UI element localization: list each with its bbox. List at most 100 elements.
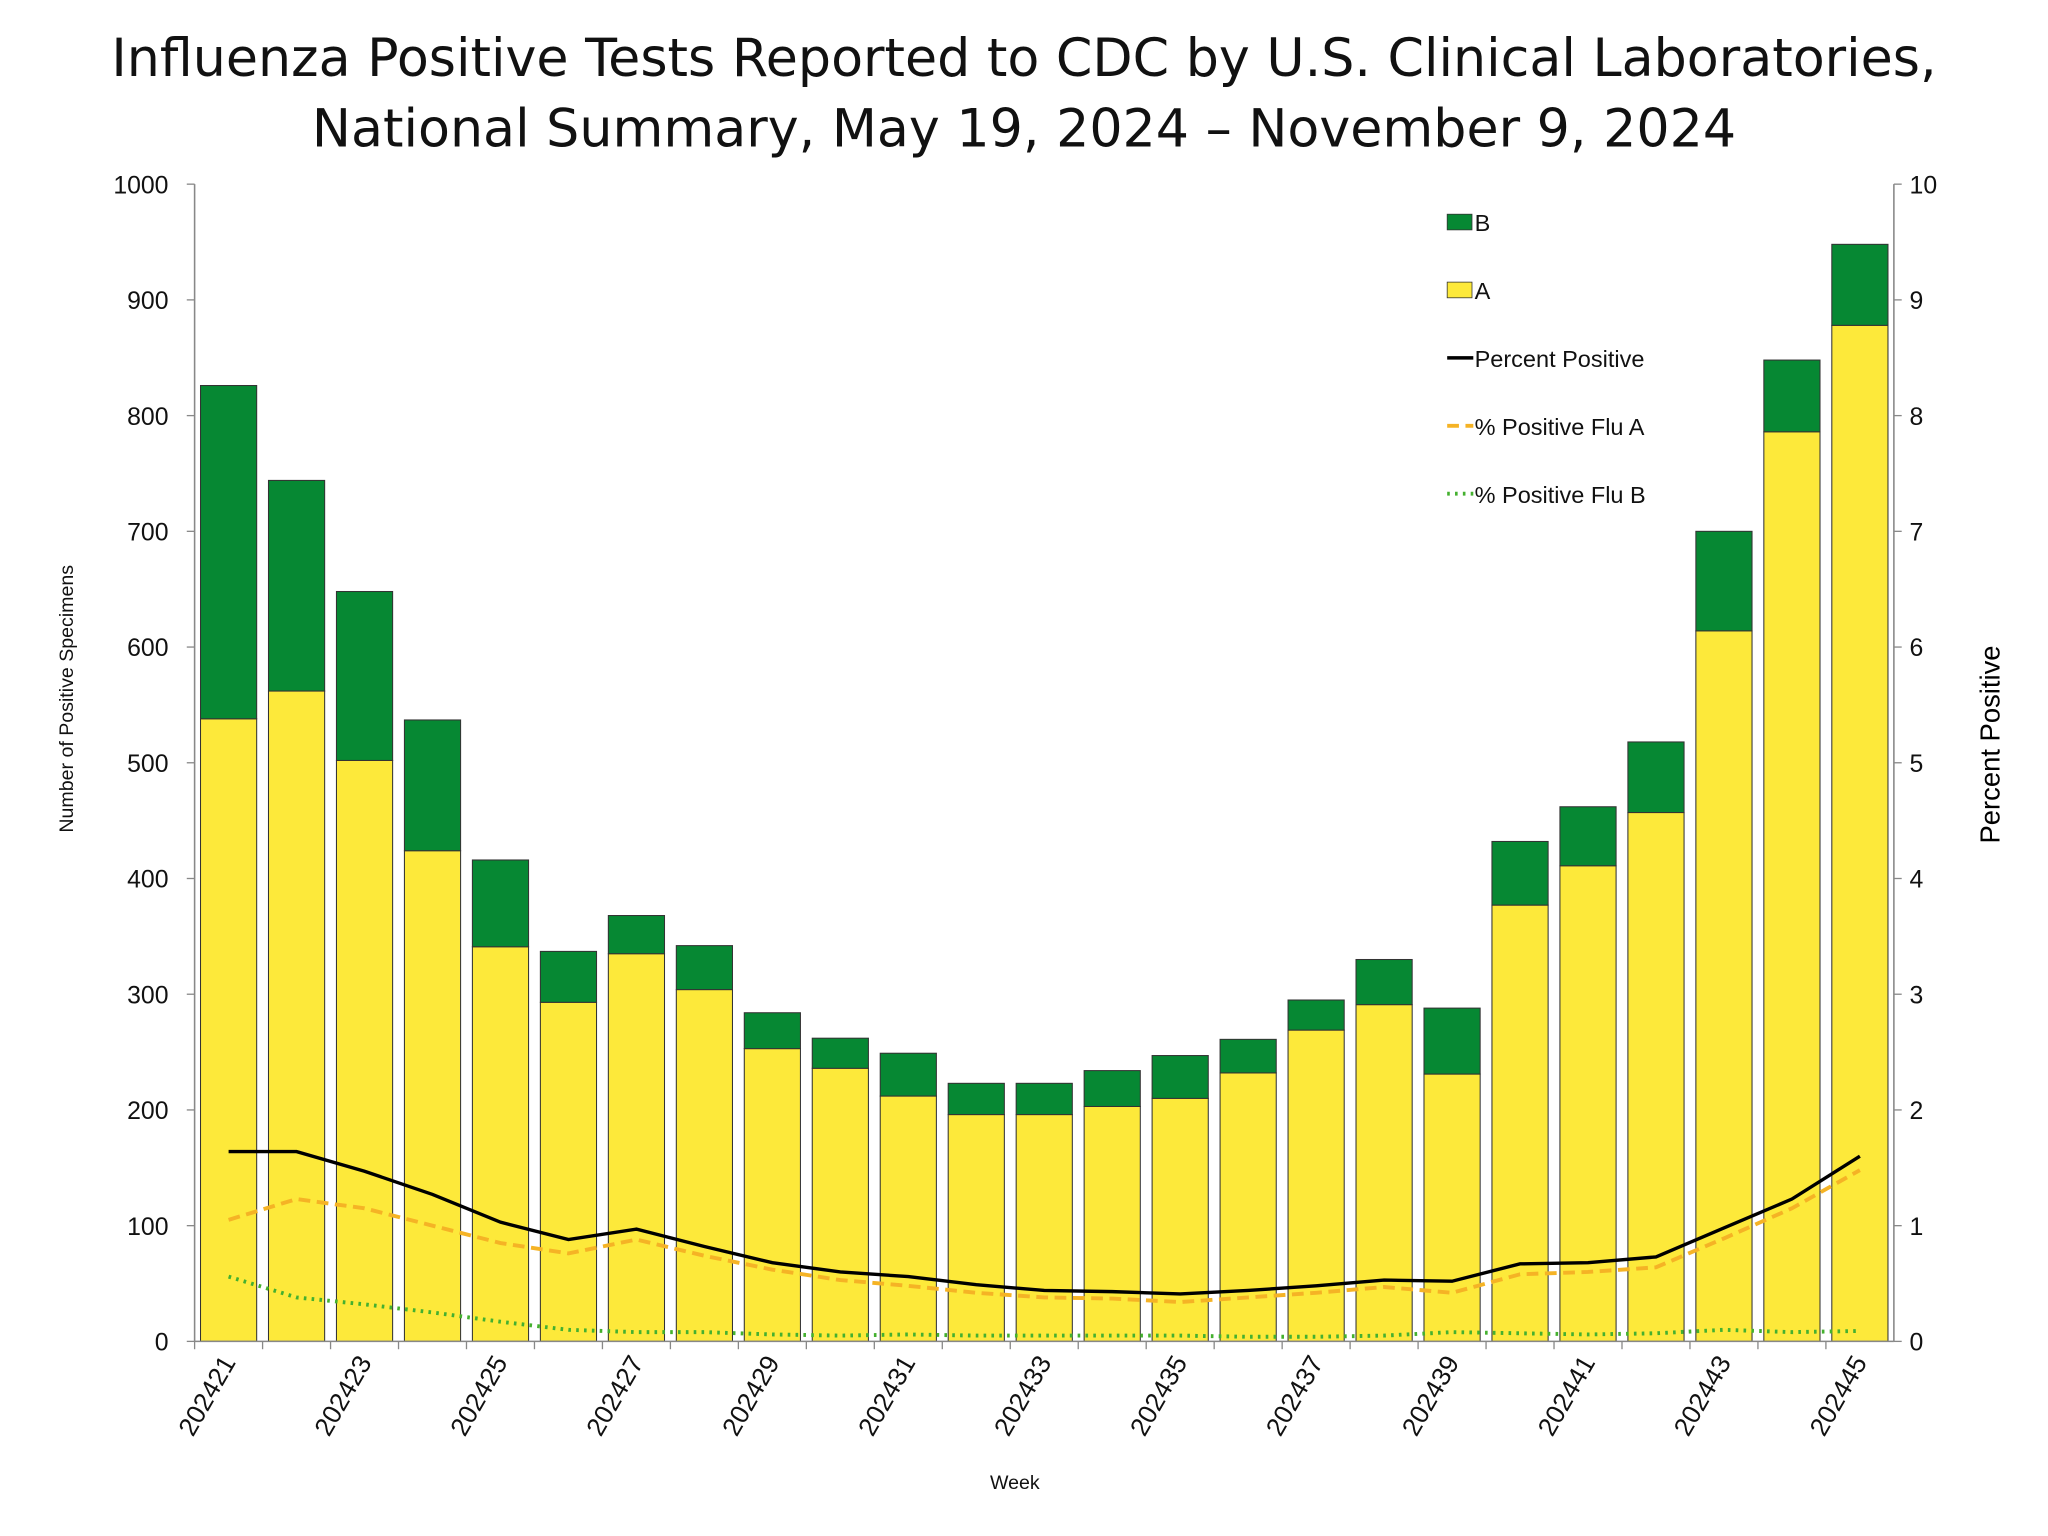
bar-b-202436 xyxy=(1219,1038,1277,1074)
x-axis-label: Week xyxy=(990,1472,1040,1494)
bar-a-202422 xyxy=(267,690,326,1342)
lines-layer xyxy=(228,1149,1861,1339)
bar-a-202435 xyxy=(1151,1097,1209,1342)
y2-axis-label: Percent Positive xyxy=(1975,645,2006,843)
bar-a-202424 xyxy=(403,850,462,1342)
bar-b-202438 xyxy=(1355,958,1413,1006)
y-tick-label: 100 xyxy=(127,1214,168,1241)
bar-b-202443 xyxy=(1695,530,1753,632)
bar-b-202424 xyxy=(403,719,462,852)
bar-a-202439 xyxy=(1423,1073,1481,1342)
y2-tick-label: 7 xyxy=(1910,519,1924,546)
legend: B A Percent Positive % Positive Flu A % Posi… xyxy=(1446,210,1646,508)
bar-a-202434 xyxy=(1083,1105,1141,1342)
y-axis-label: Number of Positive Specimens xyxy=(56,565,78,833)
chart-title: Influenza Positive Tests Reported to CDC… xyxy=(111,29,1936,89)
bar-b-202433 xyxy=(1015,1082,1073,1116)
x-tick-label: 202441 xyxy=(1531,1350,1601,1440)
y-tick-label: 700 xyxy=(127,519,168,546)
y2-tick-label: 10 xyxy=(1910,172,1938,199)
bar-b-202444 xyxy=(1763,359,1821,433)
bar-a-202436 xyxy=(1219,1072,1277,1342)
legend-swatch-a xyxy=(1446,281,1473,299)
bar-a-202427 xyxy=(607,953,666,1342)
bars-layer xyxy=(199,243,1889,1342)
bar-b-202421 xyxy=(199,384,258,720)
x-tick-label: 202427 xyxy=(580,1350,650,1440)
x-tick-label: 202429 xyxy=(716,1350,786,1440)
bar-a-202438 xyxy=(1355,1004,1413,1342)
x-tick-label: 202445 xyxy=(1803,1350,1873,1440)
x-tick-label: 202423 xyxy=(308,1350,378,1440)
bar-a-202421 xyxy=(199,718,258,1342)
bar-a-202430 xyxy=(811,1067,869,1342)
line--positive-flu-a xyxy=(228,1168,1861,1305)
y-tick-label: 600 xyxy=(127,635,168,662)
bar-b-202427 xyxy=(607,915,666,955)
bar-b-202423 xyxy=(335,590,394,761)
bar-a-202429 xyxy=(743,1048,801,1342)
x-tick-label: 202431 xyxy=(852,1350,922,1440)
y2-tick-label: 2 xyxy=(1910,1098,1924,1125)
legend-label: Percent Positive xyxy=(1475,346,1645,372)
y2-tick-label: 4 xyxy=(1910,867,1924,894)
legend-label: % Positive Flu B xyxy=(1475,482,1646,508)
x-tick-label: 202443 xyxy=(1667,1350,1737,1440)
y-tick-label: 1000 xyxy=(113,172,168,199)
x-tick-label: 202425 xyxy=(444,1350,514,1440)
bar-b-202428 xyxy=(675,945,733,991)
bar-b-202432 xyxy=(947,1082,1005,1116)
bar-a-202433 xyxy=(1015,1114,1073,1342)
y2-tick-label: 9 xyxy=(1910,288,1924,315)
bar-b-202437 xyxy=(1287,999,1345,1031)
y-tick-label: 0 xyxy=(155,1330,169,1357)
bar-a-202428 xyxy=(675,989,733,1342)
bar-b-202426 xyxy=(539,950,598,1003)
y-tick-label: 500 xyxy=(127,751,168,778)
bar-b-202425 xyxy=(471,859,530,948)
bar-b-202435 xyxy=(1151,1055,1209,1099)
legend-swatch-b xyxy=(1446,213,1473,231)
bar-b-202441 xyxy=(1559,806,1617,867)
y2-tick-label: 6 xyxy=(1910,635,1924,662)
y2-tick-label: 5 xyxy=(1910,751,1924,778)
bar-b-202430 xyxy=(811,1037,869,1069)
bar-a-202444 xyxy=(1763,431,1821,1342)
chart-subtitle: National Summary, May 19, 2024 – Novembe… xyxy=(312,99,1736,159)
bar-b-202445 xyxy=(1831,243,1889,326)
bar-b-202431 xyxy=(879,1052,937,1097)
x-tick-label: 202437 xyxy=(1260,1350,1330,1440)
bar-a-202426 xyxy=(539,1001,598,1342)
bar-a-202445 xyxy=(1831,324,1889,1342)
y2-tick-label: 0 xyxy=(1910,1330,1924,1357)
y-tick-label: 300 xyxy=(127,982,168,1009)
x-tick-label: 202439 xyxy=(1396,1350,1466,1440)
legend-label: % Positive Flu A xyxy=(1475,414,1645,440)
legend-label: A xyxy=(1475,278,1491,304)
bar-b-202440 xyxy=(1491,840,1549,906)
y2-tick-label: 3 xyxy=(1910,982,1924,1009)
y2-tick-label: 8 xyxy=(1910,404,1924,431)
y-tick-label: 400 xyxy=(127,867,168,894)
bar-b-202434 xyxy=(1083,1070,1141,1107)
legend-label: B xyxy=(1475,210,1491,236)
bar-a-202423 xyxy=(335,759,394,1342)
x-tick-label: 202421 xyxy=(172,1350,242,1440)
bar-b-202429 xyxy=(743,1012,801,1050)
x-tick-label: 202433 xyxy=(988,1350,1058,1440)
bar-a-202425 xyxy=(471,946,530,1342)
bar-a-202431 xyxy=(879,1095,937,1342)
y2-tick-label: 1 xyxy=(1910,1214,1924,1241)
bar-b-202439 xyxy=(1423,1007,1481,1075)
bar-a-202432 xyxy=(947,1114,1005,1342)
x-tick-label: 202435 xyxy=(1124,1350,1194,1440)
y-tick-label: 200 xyxy=(127,1098,168,1125)
line--positive-flu-b xyxy=(228,1274,1860,1339)
bar-b-202442 xyxy=(1627,741,1685,814)
y-tick-label: 800 xyxy=(127,404,168,431)
bar-b-202422 xyxy=(267,479,326,692)
bar-a-202442 xyxy=(1627,812,1685,1342)
bar-a-202443 xyxy=(1695,630,1753,1342)
line-percent-positive xyxy=(228,1149,1861,1296)
